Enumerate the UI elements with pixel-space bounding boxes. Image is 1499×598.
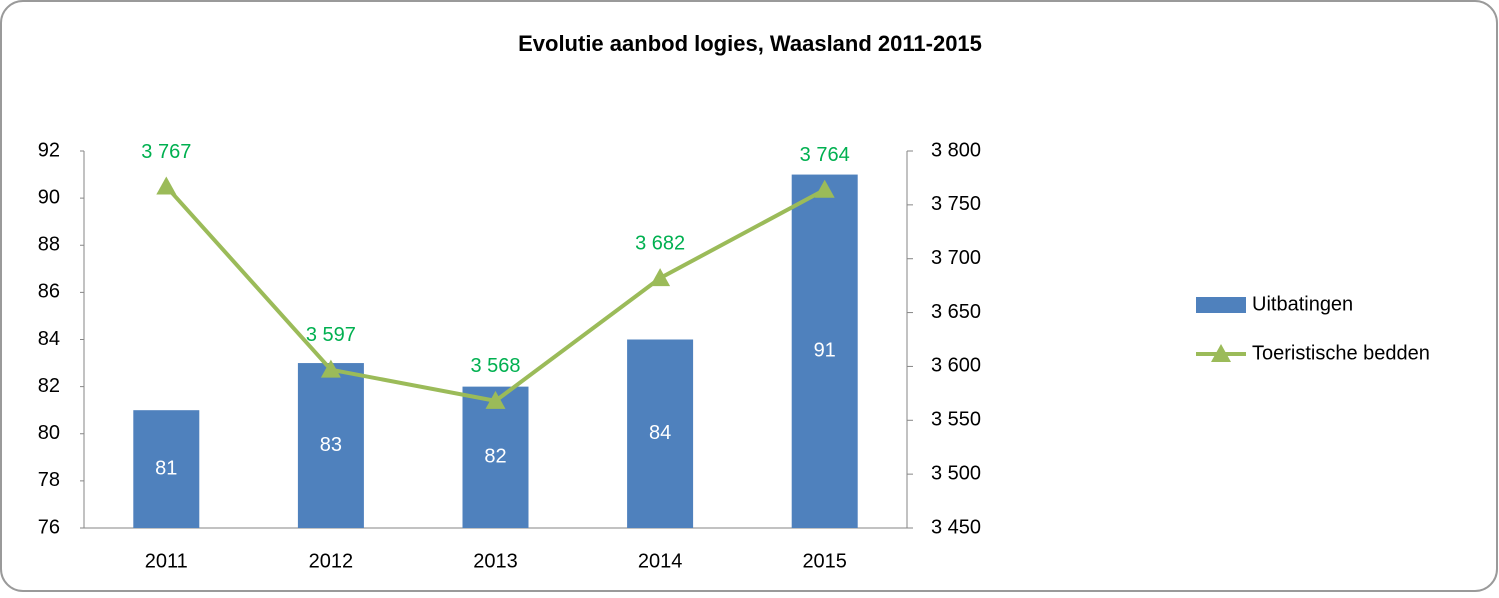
line-value-label: 3 568 <box>470 355 520 377</box>
y-tick-label: 92 <box>38 139 60 161</box>
x-tick-label: 2015 <box>802 550 847 572</box>
y-tick-label: 86 <box>38 281 60 303</box>
line-value-label: 3 682 <box>635 232 685 254</box>
line-marker <box>320 359 341 378</box>
line-marker <box>650 268 671 287</box>
bar <box>791 174 858 528</box>
legend-swatch <box>1196 297 1246 313</box>
y2-tick-label: 3 550 <box>931 409 981 431</box>
y-tick-label: 88 <box>38 234 60 256</box>
y-tick-label: 80 <box>38 422 60 444</box>
y2-tick-label: 3 650 <box>931 301 981 323</box>
legend-marker <box>1211 344 1231 362</box>
bar <box>133 410 200 528</box>
y2-tick-label: 3 600 <box>931 355 981 377</box>
y-tick-label: 84 <box>38 328 60 350</box>
bar <box>297 363 364 528</box>
bar <box>627 339 694 528</box>
line-value-label: 3 767 <box>141 141 191 163</box>
y2-tick-label: 3 500 <box>931 462 981 484</box>
y-tick-label: 82 <box>38 375 60 397</box>
y-tick-label: 76 <box>38 516 60 538</box>
line-marker <box>485 390 506 409</box>
chart-title: Evolutie aanbod logies, Waasland 2011-20… <box>518 31 982 56</box>
bar-value-label: 83 <box>320 434 342 456</box>
x-tick-label: 2013 <box>473 550 518 572</box>
x-tick-label: 2014 <box>638 550 683 572</box>
line-value-label: 3 764 <box>800 144 850 166</box>
line-marker <box>814 179 835 198</box>
y-tick-label: 90 <box>38 186 60 208</box>
bar-value-label: 81 <box>155 457 177 479</box>
y2-tick-label: 3 700 <box>931 247 981 269</box>
line-marker <box>156 176 177 195</box>
y2-tick-label: 3 450 <box>931 516 981 538</box>
bar-value-label: 84 <box>649 422 671 444</box>
bar-value-label: 91 <box>814 340 836 362</box>
x-tick-label: 2011 <box>145 550 188 572</box>
legend-label: Toeristische bedden <box>1252 342 1430 364</box>
line-value-label: 3 597 <box>306 324 356 346</box>
y2-tick-label: 3 800 <box>931 139 981 161</box>
bar <box>462 386 529 528</box>
x-tick-label: 2012 <box>309 550 354 572</box>
y-tick-label: 78 <box>38 469 60 491</box>
bar-value-label: 82 <box>484 446 506 468</box>
y2-tick-label: 3 750 <box>931 193 981 215</box>
legend-label: Uitbatingen <box>1252 293 1353 315</box>
